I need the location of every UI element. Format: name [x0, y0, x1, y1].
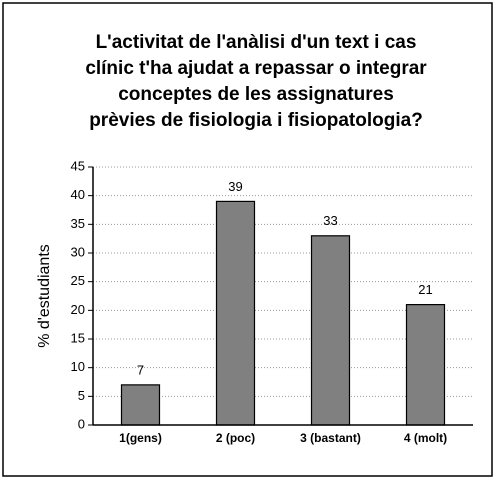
- chart-title: clínic t'ha ajudat a repassar o integrar: [85, 58, 427, 79]
- y-tick-label: 35: [71, 216, 85, 231]
- y-tick-label: 10: [71, 359, 85, 374]
- y-tick-label: 40: [71, 187, 85, 202]
- y-tick-label: 15: [71, 330, 85, 345]
- bar: [120, 384, 161, 426]
- value-label: 21: [418, 282, 432, 297]
- bar: [310, 235, 351, 426]
- y-tick-label: 0: [78, 416, 85, 431]
- y-tick-label: 20: [71, 302, 85, 317]
- chart-title: conceptes de les assignatures: [118, 84, 394, 105]
- y-tick-label: 25: [71, 273, 85, 288]
- x-tick-label: 4 (molt): [404, 431, 447, 445]
- bar: [405, 304, 446, 426]
- value-label: 33: [323, 213, 337, 228]
- y-tick-label: 45: [71, 158, 85, 173]
- x-tick-label: 3 (bastant): [300, 431, 361, 445]
- y-axis-label: % d'estudiants: [36, 244, 53, 348]
- bar: [215, 200, 256, 426]
- y-tick-label: 5: [78, 388, 85, 403]
- value-label: 7: [137, 362, 144, 377]
- y-tick-label: 30: [71, 244, 85, 259]
- chart-title: prèvies de fisiologia i fisiopatologia?: [89, 110, 423, 131]
- x-tick-label: 1(gens): [119, 431, 162, 445]
- value-label: 39: [228, 179, 242, 194]
- chart-title: L'activitat de l'anàlisi d'un text i cas: [96, 32, 417, 53]
- x-tick-label: 2 (poc): [216, 431, 255, 445]
